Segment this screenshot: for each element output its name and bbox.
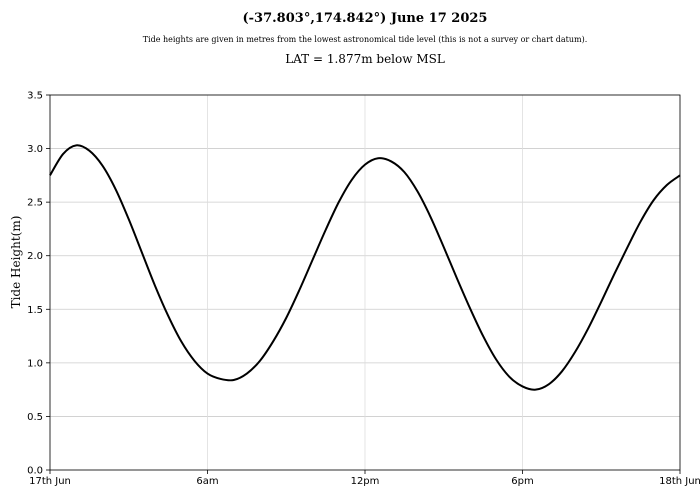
y-tick-label: 0.5 — [27, 412, 43, 423]
y-tick-label: 1.0 — [27, 358, 43, 369]
axis-ticks: 0.0 0.5 1.0 1.5 2.0 2.5 3.0 3.5 17th Jun 6am 12pm 6… — [27, 91, 700, 488]
x-tick-label: 17th Jun — [29, 476, 71, 487]
lat-annotation: LAT = 1.877m below MSL — [285, 52, 445, 66]
x-tick-label: 6am — [196, 476, 218, 487]
chart-subtitle: Tide heights are given in metres from th… — [142, 35, 588, 44]
y-tick-label: 2.0 — [27, 251, 43, 262]
chart-title: (-37.803°,174.842°) June 17 2025 — [242, 11, 488, 26]
y-tick-label: 1.5 — [27, 305, 43, 316]
y-tick-label: 3.0 — [27, 144, 43, 155]
grid — [49, 94, 681, 471]
tide-height-line — [49, 144, 681, 391]
y-tick-label: 0.0 — [27, 466, 43, 477]
x-tick-label: 6pm — [511, 476, 533, 487]
y-tick-label: 2.5 — [27, 198, 43, 209]
x-tick-label: 18th Jun — [659, 476, 700, 487]
x-tick-label: 12pm — [351, 476, 380, 487]
y-tick-label: 3.5 — [27, 91, 43, 102]
y-axis-title: Tide Height(m) — [9, 216, 23, 309]
